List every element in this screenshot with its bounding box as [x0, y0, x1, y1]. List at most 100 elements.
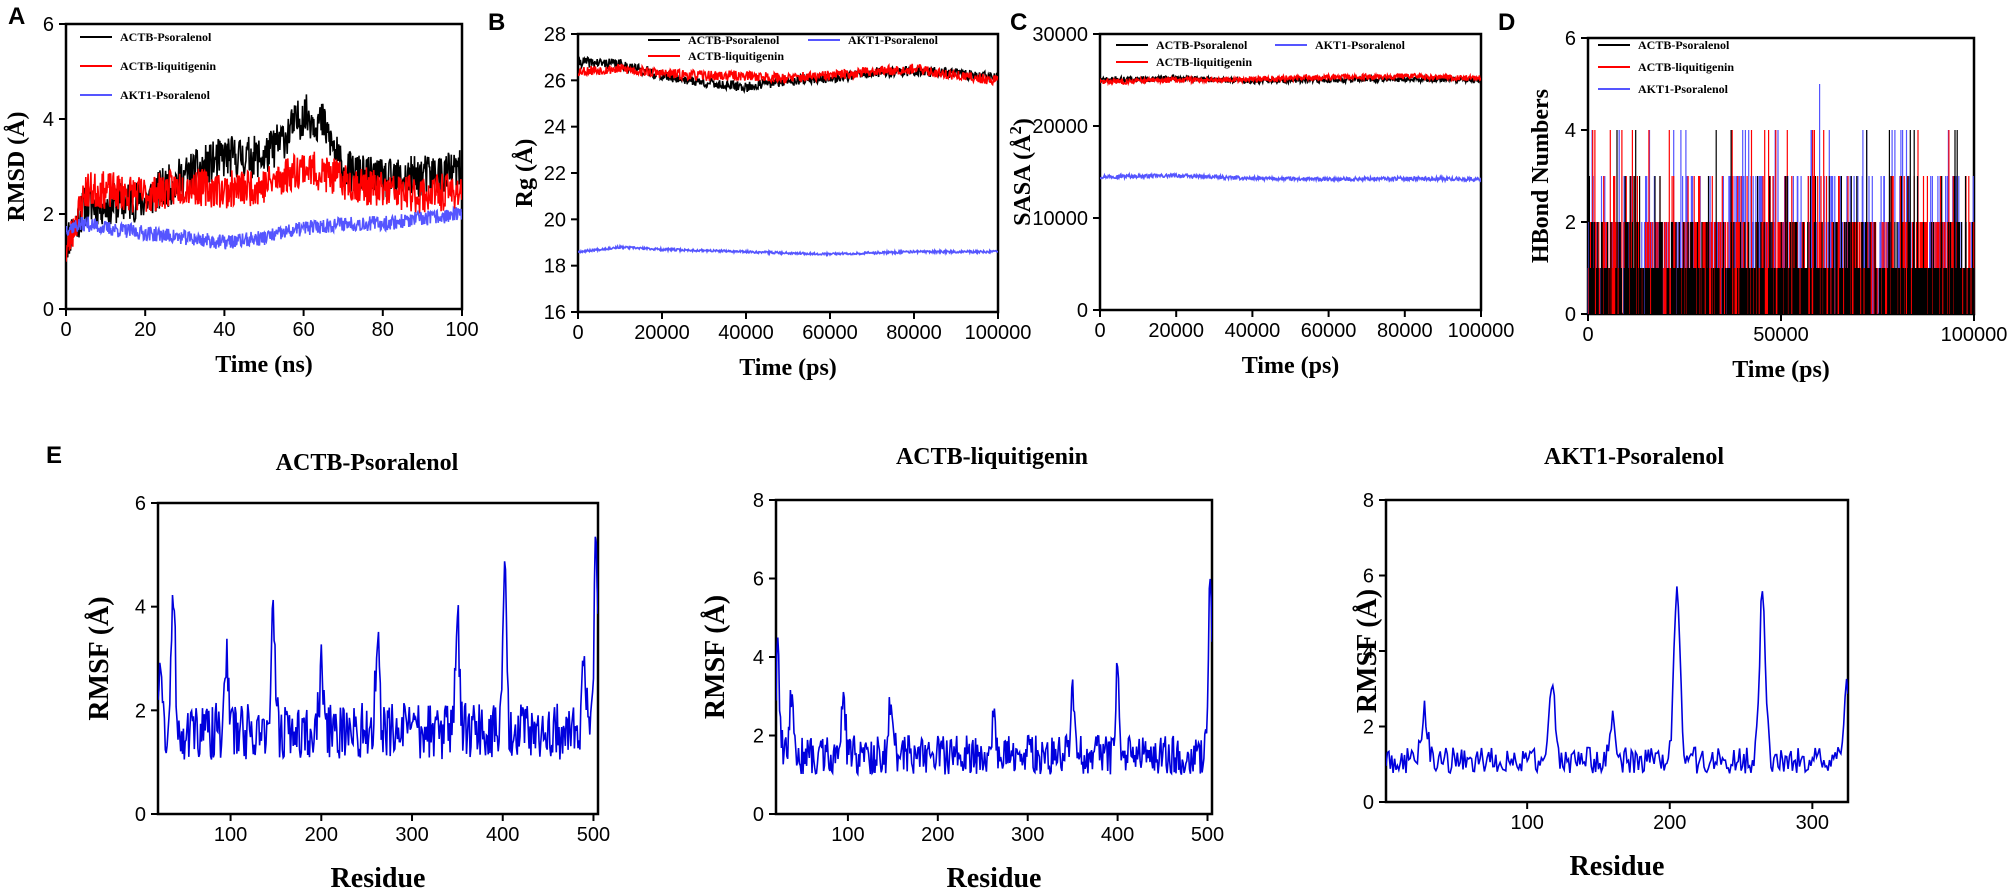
x-tick-label: 200 — [305, 824, 338, 846]
x-tick-label: 100000 — [1941, 324, 2008, 346]
x-tick-label: 300 — [1011, 824, 1044, 846]
x-axis-title: Residue — [947, 863, 1042, 894]
legend-label: AKT1-Psoralenol — [848, 33, 939, 47]
plot-frame — [156, 501, 600, 816]
y-axis-title: Rg (Å) — [512, 139, 538, 208]
y-tick-label: 2 — [43, 204, 54, 226]
x-tick-label: 20000 — [1148, 320, 1204, 342]
series-line — [1100, 71, 1481, 87]
x-tick-label: 500 — [1191, 824, 1224, 846]
y-tick-label: 26 — [544, 70, 566, 92]
x-tick-label: 80 — [372, 319, 394, 341]
y-tick-label: 8 — [753, 490, 764, 512]
y-axis-title: HBond Numbers — [1528, 89, 1554, 263]
panel-letter-a: A — [8, 3, 25, 30]
y-tick-label: 2 — [1565, 212, 1576, 234]
x-tick-label: 40000 — [718, 322, 774, 344]
y-tick-label: 6 — [43, 14, 54, 36]
x-tick-label: 20 — [134, 319, 156, 341]
x-tick-label: 400 — [1101, 824, 1134, 846]
y-axis-title: RMSF (Å) — [1352, 589, 1383, 713]
y-axis-title: RMSF (Å) — [84, 596, 115, 720]
x-tick-label: 400 — [486, 824, 519, 846]
x-tick-label: 100 — [214, 824, 247, 846]
x-tick-label: 100 — [1510, 812, 1543, 834]
panel-letter-b: B — [488, 9, 505, 36]
y-tick-label: 0 — [1363, 792, 1374, 814]
y-tick-label: 20 — [544, 209, 566, 231]
x-axis-title: Residue — [1570, 851, 1665, 882]
rmsf-actb-psoralenol-chart: 100 200 300 400 500 0 2 4 6 Residue RMSF (Å) — [84, 493, 610, 894]
y-tick-label: 6 — [135, 493, 146, 515]
y-tick-label: 18 — [544, 256, 566, 278]
legend-label: AKT1-Psoralenol — [1638, 82, 1729, 96]
x-axis-title: Time (ps) — [739, 355, 837, 381]
plot-frame — [774, 498, 1214, 816]
legend-label: AKT1-Psoralenol — [1315, 38, 1406, 52]
y-tick-label: 0 — [43, 299, 54, 321]
x-tick-label: 0 — [60, 319, 71, 341]
hbond-chart: 0 50000 100000 0 2 4 6 Time (ps) HBond Numbers AC… — [1528, 28, 2007, 383]
y-tick-label: 2 — [753, 726, 764, 748]
plot-frame — [1098, 32, 1483, 312]
series-line — [1386, 586, 1848, 775]
x-tick-label: 100 — [831, 824, 864, 846]
x-tick-label: 500 — [577, 824, 610, 846]
x-axis-title: Residue — [331, 863, 426, 894]
y-tick-label: 6 — [1363, 566, 1374, 588]
x-tick-label: 200 — [1653, 812, 1686, 834]
x-tick-label: 60000 — [1301, 320, 1357, 342]
legend-label: ACTB-liquitigenin — [120, 59, 216, 73]
series-line — [1100, 73, 1481, 86]
x-axis-title: Time (ps) — [1732, 357, 1830, 383]
y-axis-title: RMSD (Å) — [4, 112, 30, 222]
x-tick-label: 100000 — [965, 322, 1032, 344]
x-axis-title: Time (ns) — [215, 352, 313, 378]
x-tick-label: 0 — [572, 322, 583, 344]
hbond-series-bars — [1588, 130, 1975, 314]
x-tick-label: 60000 — [802, 322, 858, 344]
y-tick-label: 22 — [544, 163, 566, 185]
x-tick-label: 40 — [213, 319, 235, 341]
series-line — [578, 243, 998, 258]
y-tick-label: 0 — [1565, 304, 1576, 326]
y-axis-title: SASA (Å2) — [1006, 118, 1037, 226]
x-tick-label: 80000 — [886, 322, 942, 344]
x-tick-label: 50000 — [1753, 324, 1809, 346]
legend-label: AKT1-Psoralenol — [120, 88, 211, 102]
panel-title-e1: ACTB-Psoralenol — [276, 450, 459, 476]
series-line — [776, 578, 1212, 777]
y-tick-label: 4 — [43, 109, 54, 131]
y-tick-label: 2 — [1363, 717, 1374, 739]
y-tick-label: 20000 — [1032, 116, 1088, 138]
y-tick-label: 24 — [544, 117, 566, 139]
y-tick-label: 8 — [1363, 490, 1374, 512]
panel-title-e2: ACTB-liquitigenin — [896, 444, 1088, 470]
y-tick-label: 4 — [1565, 120, 1576, 142]
x-tick-label: 300 — [395, 824, 428, 846]
legend-label: ACTB-Psoralenol — [120, 30, 212, 44]
series-line — [66, 151, 462, 262]
y-tick-label: 4 — [753, 647, 764, 669]
x-tick-label: 100000 — [1448, 320, 1515, 342]
y-tick-label: 0 — [1077, 300, 1088, 322]
x-tick-label: 80000 — [1377, 320, 1433, 342]
series-line — [158, 536, 598, 761]
x-axis-title: Time (ps) — [1242, 353, 1340, 379]
series-line — [578, 62, 998, 87]
x-tick-label: 0 — [1582, 324, 1593, 346]
sasa-chart: 0 20000 40000 60000 80000 100000 0 10000 20000 30… — [1006, 24, 1515, 379]
x-tick-label: 60 — [292, 319, 314, 341]
y-tick-label: 4 — [1363, 641, 1374, 663]
legend-label: ACTB-liquitigenin — [1638, 60, 1734, 74]
panel-letter-c: C — [1010, 9, 1027, 36]
y-tick-label: 6 — [1565, 28, 1576, 50]
legend-label: ACTB-Psoralenol — [688, 33, 780, 47]
y-tick-label: 0 — [753, 804, 764, 826]
y-tick-label: 6 — [753, 569, 764, 591]
y-tick-label: 4 — [135, 597, 146, 619]
x-tick-label: 300 — [1796, 812, 1829, 834]
x-tick-label: 0 — [1094, 320, 1105, 342]
rmsf-akt1-psoralenol-chart: 100 200 300 0 2 4 6 8 Residue RMSF (Å) — [1352, 490, 1850, 882]
rg-chart: 0 20000 40000 60000 80000 100000 16 18 20 22 24 26 2… — [512, 24, 1031, 381]
